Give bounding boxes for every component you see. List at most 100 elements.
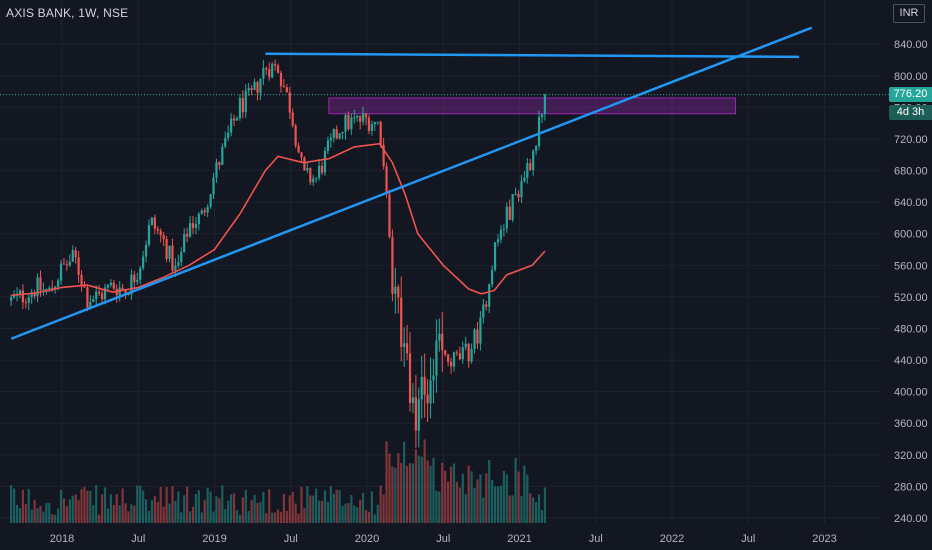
candle-body <box>361 113 365 122</box>
candle-body <box>452 352 456 367</box>
candle-body <box>414 397 417 431</box>
candle-body <box>197 213 200 224</box>
volume-bar <box>42 511 45 523</box>
volume-bar <box>347 503 350 523</box>
candle-body <box>529 163 532 170</box>
candle-body <box>191 223 195 228</box>
trendlines[interactable] <box>10 26 813 340</box>
volume-bar <box>373 514 376 523</box>
volume-bar <box>312 495 315 523</box>
candle-body <box>215 162 218 178</box>
candle-body <box>458 353 461 360</box>
volume-bar <box>411 463 415 523</box>
resistance-line <box>265 52 800 59</box>
candle-body <box>537 117 541 146</box>
volume-bar <box>51 514 54 523</box>
volume-bar <box>265 513 268 523</box>
candle-body <box>156 228 159 231</box>
volume-bar <box>224 509 227 523</box>
volume-bar <box>423 439 426 523</box>
chart-grid <box>0 0 882 524</box>
candle-body <box>294 125 297 146</box>
volume-bar <box>493 486 497 523</box>
volume-bar <box>27 488 30 523</box>
candle-body <box>505 206 508 229</box>
volume-bar <box>367 511 371 523</box>
candle-body <box>159 230 162 236</box>
candle-body <box>312 178 315 183</box>
candle-body <box>359 115 362 122</box>
candle-body <box>461 347 464 360</box>
candle-body <box>502 228 505 230</box>
volume-bar <box>461 473 464 523</box>
candle-body <box>80 274 83 287</box>
time-tick-label: Jul <box>284 533 298 545</box>
volume-bar <box>543 487 547 523</box>
time-axis[interactable]: 2018 Jul 2019 Jul 2020 Jul 2021 Jul 2022 Jul 2023 <box>50 533 837 545</box>
volume-bar <box>221 485 224 523</box>
price-tick-label: 280.00 <box>894 481 928 493</box>
volume-bar <box>420 456 423 523</box>
volume-bar <box>403 441 406 523</box>
volume-bar <box>194 494 198 523</box>
volume-bar <box>74 494 77 523</box>
price-tick-label: 240.00 <box>894 513 928 525</box>
candle-body <box>227 132 230 138</box>
candle-body <box>250 88 253 90</box>
bar-countdown-tag: 4d 3h <box>889 105 932 120</box>
candle-body <box>408 353 412 404</box>
candle-body <box>540 114 544 118</box>
candle-body <box>180 252 183 262</box>
candle-body <box>376 121 379 123</box>
interval-label: 1W <box>78 6 96 20</box>
volume-bar <box>241 497 244 523</box>
volume-bar <box>95 485 98 523</box>
candle-body <box>45 289 48 291</box>
volume-bar <box>86 490 89 523</box>
volume-bar <box>473 487 476 523</box>
volume-bar <box>165 486 168 523</box>
volume-bar <box>215 496 218 523</box>
volume-bar <box>338 490 341 523</box>
candle-body <box>511 194 514 220</box>
volume-bar <box>262 491 265 523</box>
candle-body <box>86 287 89 308</box>
candle-body <box>65 264 68 266</box>
candle-body <box>332 129 335 138</box>
candle-body <box>432 375 435 381</box>
candle-body <box>212 177 215 195</box>
candle-body <box>238 98 242 119</box>
candle-body <box>12 295 16 298</box>
volume-bar <box>18 507 22 523</box>
volume-bar <box>83 486 86 523</box>
candle-body <box>224 137 227 147</box>
candle-body <box>150 217 154 225</box>
candle-body <box>274 63 277 66</box>
candle-body <box>268 69 271 78</box>
currency-button[interactable]: INR <box>893 4 925 23</box>
candle-body <box>265 67 268 70</box>
candle-body <box>496 239 500 243</box>
candlesticks <box>10 59 547 448</box>
volume-bar <box>467 465 470 523</box>
volume-bar <box>92 505 95 523</box>
candle-body <box>83 286 86 288</box>
candle-body <box>370 124 373 132</box>
volume-bar <box>455 481 459 523</box>
volume-bar <box>171 486 174 523</box>
separator: , <box>71 6 79 20</box>
volume-bar <box>174 500 177 523</box>
volume-bar <box>435 490 438 523</box>
volume-bar <box>458 487 461 523</box>
volume-bar <box>520 495 523 523</box>
price-tick-label: 640.00 <box>894 197 928 209</box>
volume-bar <box>394 467 397 523</box>
volume-bar <box>250 500 253 523</box>
candle-body <box>388 194 391 238</box>
price-tick-label: 480.00 <box>894 323 928 335</box>
candle-body <box>103 287 107 300</box>
volume-bar <box>297 513 300 523</box>
volume-bar <box>106 508 110 523</box>
candle-body <box>232 118 236 121</box>
